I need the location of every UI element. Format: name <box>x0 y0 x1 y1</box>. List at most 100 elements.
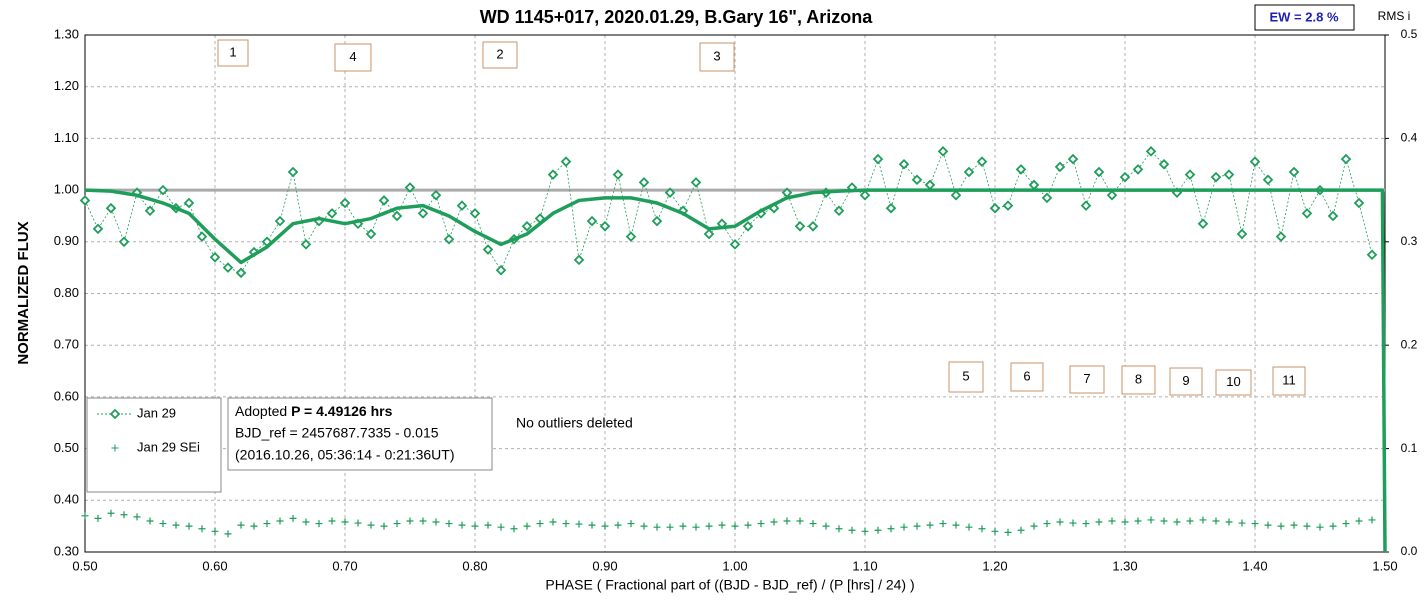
y2-title: RMS i <box>1378 9 1411 23</box>
data-point <box>183 197 195 209</box>
data-point <box>365 228 377 240</box>
data-point <box>1145 146 1157 157</box>
y-tick-label: 1.20 <box>54 78 79 93</box>
data-point <box>133 513 141 521</box>
y2-tick-label: 0.0 <box>1401 544 1418 558</box>
data-point <box>926 521 934 529</box>
data-point <box>367 521 375 529</box>
y-tick-label: 1.00 <box>54 182 79 197</box>
model-line <box>84 188 1387 553</box>
data-point <box>1119 171 1131 183</box>
x-tick-label: 0.80 <box>462 558 487 573</box>
data-point <box>235 267 247 279</box>
data-point <box>1080 200 1092 211</box>
data-point <box>391 210 403 222</box>
data-point <box>1015 164 1027 175</box>
data-point <box>1002 200 1014 211</box>
data-point <box>703 228 715 240</box>
data-point <box>94 514 102 522</box>
data-point <box>653 523 661 531</box>
data-point <box>625 231 637 242</box>
data-point <box>237 521 245 529</box>
info-line: Adopted P = 4.49126 hrs <box>235 403 393 419</box>
info-text: Adopted <box>235 403 291 419</box>
x-tick-label: 1.40 <box>1242 558 1267 573</box>
data-point <box>640 522 648 530</box>
data-point <box>536 520 544 528</box>
data-point <box>380 522 388 530</box>
data-point <box>742 221 754 232</box>
data-point <box>549 518 557 526</box>
data-point <box>796 517 804 525</box>
data-point <box>575 520 583 528</box>
data-point <box>1210 171 1222 183</box>
data-point <box>456 200 468 211</box>
data-point <box>573 254 585 266</box>
y-tick-label: 0.50 <box>54 440 79 455</box>
y-tick-label: 0.60 <box>54 388 79 403</box>
data-point <box>586 215 598 227</box>
data-point <box>339 197 351 209</box>
data-point <box>185 522 193 530</box>
data-point <box>315 520 323 528</box>
info-line: (2016.10.26, 05:36:14 - 0:21:36UT) <box>235 447 454 463</box>
ew-box <box>1254 4 1355 31</box>
x-tick-label: 0.90 <box>592 558 617 573</box>
data-point <box>874 526 882 534</box>
data-point <box>1197 218 1209 229</box>
data-point <box>1277 522 1285 530</box>
data-point <box>1264 521 1272 529</box>
data-point <box>521 221 533 232</box>
data-point <box>731 522 739 530</box>
data-point <box>744 521 752 529</box>
data-point <box>1249 156 1261 167</box>
annotation: 8 <box>1135 371 1142 386</box>
data-point <box>263 520 271 528</box>
data-point <box>1082 520 1090 528</box>
data-point <box>939 520 947 528</box>
data-point <box>146 517 154 525</box>
data-point <box>1303 522 1311 530</box>
data-point <box>1199 516 1207 524</box>
data-point <box>1223 169 1235 180</box>
data-point <box>1316 523 1324 531</box>
data-point <box>276 517 284 525</box>
y-tick-label: 0.70 <box>54 337 79 352</box>
data-point <box>666 523 674 531</box>
ew-label: EW = 2.8 % <box>1270 9 1339 24</box>
data-point <box>1030 522 1038 530</box>
y2-tick-label: 0.4 <box>1401 131 1418 145</box>
data-line <box>84 150 1373 274</box>
data-point <box>328 517 336 525</box>
data-point <box>1353 197 1365 209</box>
data-point <box>833 205 845 217</box>
annotation-box <box>1272 366 1306 396</box>
data-point <box>885 202 897 214</box>
y-tick-label: 0.80 <box>54 285 79 300</box>
data-point <box>835 525 843 533</box>
data-point <box>1301 208 1313 219</box>
x-tick-label: 0.60 <box>202 558 227 573</box>
data-point <box>341 518 349 526</box>
data-point <box>419 517 427 525</box>
data-point <box>107 509 115 517</box>
data-point <box>1262 174 1274 186</box>
y2-tick-label: 0.5 <box>1401 27 1418 41</box>
plot-frame <box>84 34 1386 553</box>
y2-tick-label: 0.2 <box>1401 337 1418 351</box>
data-point <box>924 179 936 191</box>
data-point <box>471 522 479 530</box>
data-point <box>1329 522 1337 530</box>
data-point <box>393 520 401 528</box>
data-point <box>1342 520 1350 528</box>
data-point <box>692 523 700 531</box>
data-point <box>627 520 635 528</box>
data-point <box>326 208 338 219</box>
data-point <box>172 521 180 529</box>
chart-title: WD 1145+017, 2020.01.29, B.Gary 16", Ari… <box>480 7 874 27</box>
data-point <box>1368 516 1376 524</box>
data-point <box>757 520 765 528</box>
data-point <box>510 525 518 533</box>
data-point <box>458 521 466 529</box>
data-point <box>378 195 390 206</box>
